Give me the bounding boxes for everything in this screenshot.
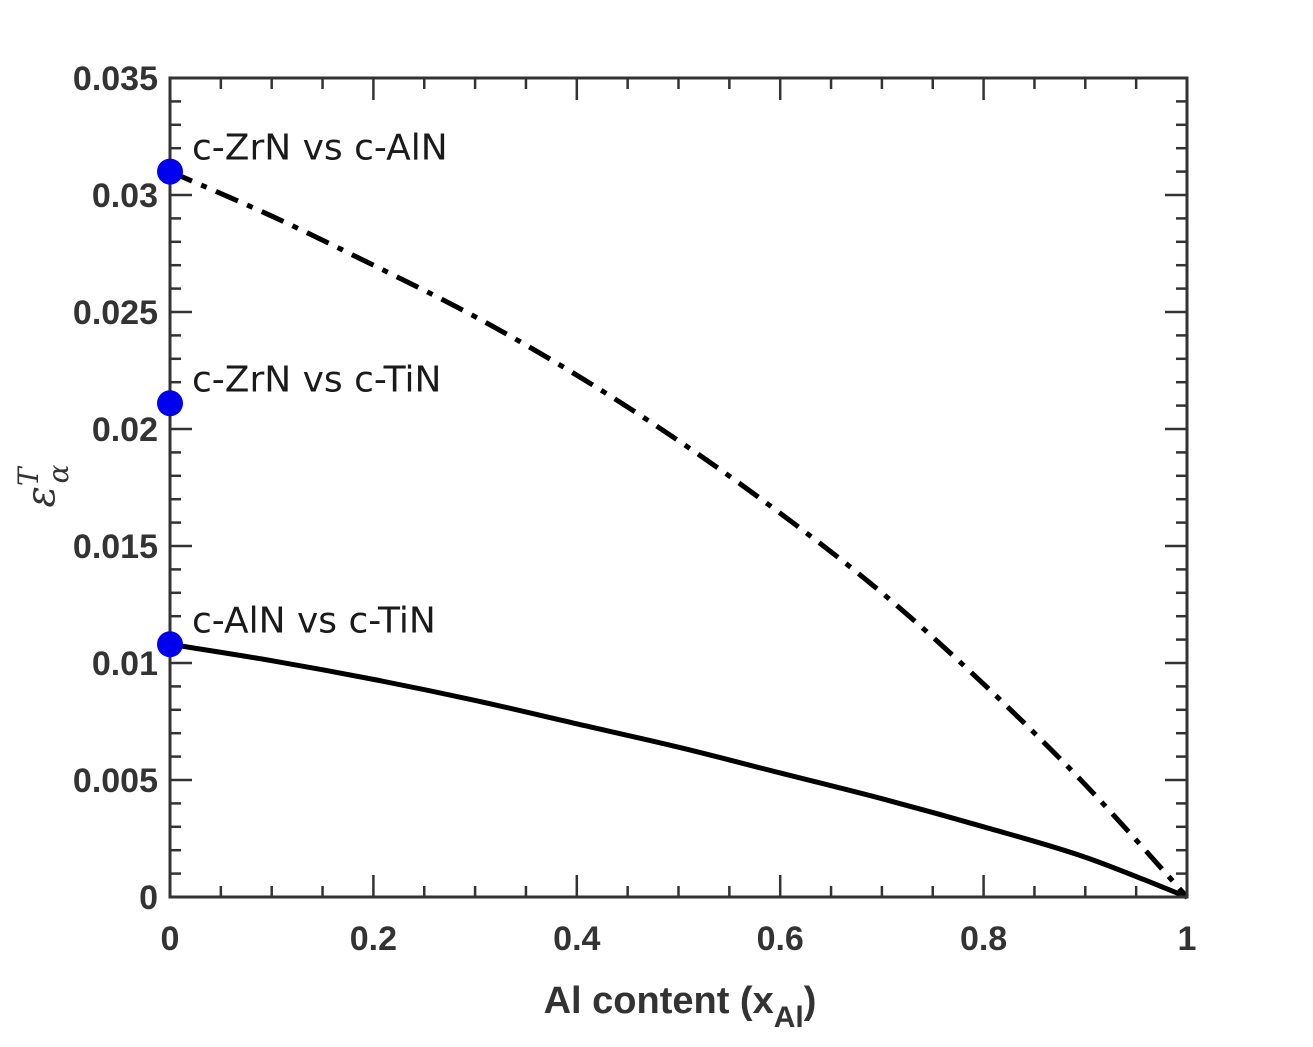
y-tick-label: 0.025 — [73, 294, 158, 332]
x-axis-label: Al content (xAl) — [544, 980, 817, 1034]
x-tick-label: 1 — [1178, 920, 1197, 958]
y-tick-label: 0.02 — [92, 411, 158, 449]
x-tick-label: 0.8 — [960, 920, 1007, 958]
series-line-1 — [168, 169, 1189, 899]
point-label-1: c-ZrN vs c-AlN — [192, 128, 448, 169]
axis-ticks — [168, 76, 1189, 899]
marker-point-3 — [157, 631, 183, 658]
plot-frame — [168, 76, 1189, 899]
points-layer: c-ZrN vs c-AlN c-ZrN vs c-TiN c-AlN vs c-T… — [157, 128, 448, 658]
y-tick-label: 0.03 — [92, 177, 158, 215]
tick-labels: 0 0.2 0.4 0.6 0.8 1 0 0.005 0.01 0.015 0.02 0.025 0.… — [73, 60, 1197, 958]
x-tick-label: 0.6 — [757, 920, 804, 958]
x-tick-label: 0 — [161, 920, 180, 958]
point-label-2: c-ZrN vs c-TiN — [192, 359, 441, 400]
marker-point-2 — [157, 390, 183, 417]
x-tick-label: 0.4 — [553, 920, 600, 958]
y-tick-label: 0.005 — [73, 762, 158, 800]
y-tick-label: 0.01 — [92, 645, 158, 683]
y-tick-label: 0 — [139, 879, 158, 917]
y-axis-label: εTα — [12, 464, 75, 507]
y-tick-label: 0.015 — [73, 528, 158, 566]
y-tick-label: 0.035 — [73, 60, 158, 98]
point-label-3: c-AlN vs c-TiN — [192, 600, 436, 641]
x-tick-label: 0.2 — [350, 920, 397, 958]
marker-point-1 — [157, 158, 183, 185]
series-line-2 — [169, 641, 1188, 900]
series-layer — [168, 169, 1189, 900]
